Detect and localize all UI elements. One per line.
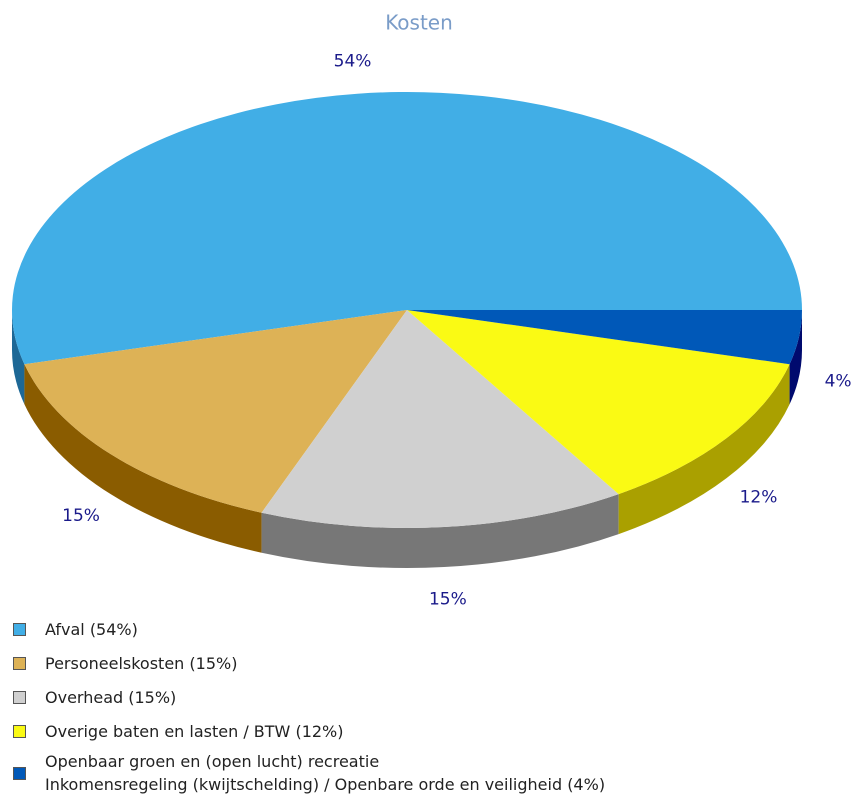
legend-swatch [13, 724, 26, 738]
legend: Afval (54%) Personeelskosten (15%) Overhea… [10, 612, 605, 796]
legend-label: Overige baten en lasten / BTW (12%) [45, 721, 344, 741]
legend-item: Afval (54%) [10, 612, 605, 646]
legend-swatch [13, 766, 26, 780]
legend-label: Openbaar groen en (open lucht) recreatie… [45, 752, 606, 794]
legend-item: Overige baten en lasten / BTW (12%) [10, 714, 605, 748]
slice-side [12, 310, 25, 405]
legend-swatch [13, 690, 26, 704]
legend-item: Personeelskosten (15%) [10, 646, 605, 680]
slice [407, 310, 802, 365]
slice-side [24, 364, 262, 553]
slice [24, 310, 408, 513]
value-label: 4% [825, 371, 852, 391]
value-label: 15% [62, 506, 100, 526]
chart-title: Kosten [385, 11, 453, 35]
slice-side [261, 494, 619, 568]
value-label: 12% [740, 487, 778, 507]
legend-item: Openbaar groen en (open lucht) recreatie… [10, 750, 605, 796]
legend-swatch [13, 622, 26, 636]
legend-swatch [13, 656, 26, 670]
legend-label: Afval (54%) [45, 619, 138, 639]
slice-side [789, 310, 802, 405]
value-label: 54% [334, 51, 372, 71]
slice [407, 310, 790, 495]
legend-label: Overhead (15%) [45, 687, 177, 707]
value-label: 15% [429, 590, 467, 610]
legend-label: Personeelskosten (15%) [45, 653, 238, 673]
slice [12, 92, 803, 365]
chart: Kosten 54% 15% 15% 12% 4% [12, 11, 852, 610]
legend-item: Overhead (15%) [10, 680, 605, 714]
slice [261, 310, 619, 528]
slice-side [618, 364, 790, 535]
